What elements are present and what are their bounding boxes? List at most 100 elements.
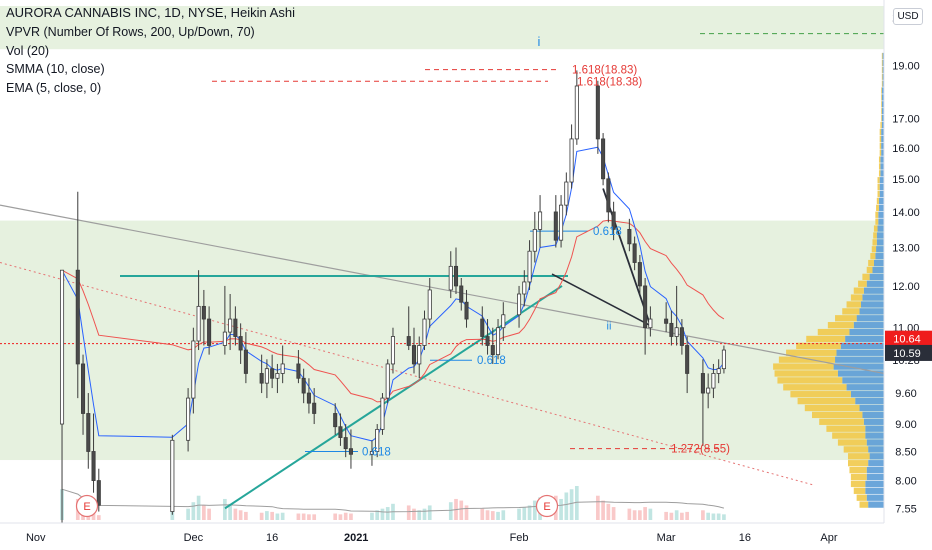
volume-legend-item[interactable]: Vol (20) — [6, 43, 50, 58]
vpvr-up-bar — [846, 384, 884, 391]
time-axis-bg — [0, 523, 932, 550]
volume-bar — [459, 500, 464, 520]
volume-bar — [265, 511, 269, 520]
candle-up-body — [196, 305, 201, 342]
candle — [96, 468, 101, 512]
candle — [406, 306, 411, 351]
candle — [91, 413, 96, 493]
ema-legend-item[interactable]: EMA (5, close, 0) — [6, 81, 102, 96]
candle — [490, 327, 495, 364]
vpvr-down-bar — [856, 494, 867, 501]
candle — [233, 306, 238, 346]
candle-down-body — [75, 269, 80, 365]
candle — [170, 434, 175, 515]
candle-down-body — [243, 349, 248, 374]
volume-layer — [60, 486, 726, 520]
candle-up-body — [532, 228, 537, 252]
vpvr-up-bar — [837, 370, 884, 377]
vpvr-up-bar — [878, 204, 884, 212]
vpvr-up-bar — [876, 232, 884, 239]
vpvr-up-bar — [881, 128, 884, 136]
zone-band-0 — [0, 220, 884, 461]
vpvr-down-bar — [880, 121, 882, 129]
candle-up-body — [390, 336, 396, 365]
vpvr-legend-item[interactable]: VPVR (Number Of Rows, 200, Up/Down, 70) — [6, 24, 255, 39]
candle — [228, 294, 233, 351]
candle — [385, 359, 390, 404]
candle — [238, 323, 243, 364]
vpvr-up-bar — [881, 121, 884, 129]
vpvr-up-bar — [866, 473, 884, 481]
vpvr-down-bar — [850, 480, 866, 488]
volume-bar — [701, 510, 705, 520]
volume-bar — [722, 514, 726, 520]
vpvr-up-bar — [878, 211, 884, 218]
vpvr-up-bar — [850, 391, 884, 398]
volume-bar — [191, 502, 196, 520]
volume-bar — [417, 510, 422, 520]
vpvr-up-bar — [882, 73, 884, 80]
candle — [259, 354, 264, 394]
vpvr-down-bar — [796, 342, 841, 350]
vpvr-up-bar — [880, 170, 884, 177]
vpvr-down-bar — [777, 377, 843, 384]
candle — [453, 247, 459, 295]
candle — [643, 278, 648, 355]
earnings-label: E — [543, 501, 550, 513]
volume-bar — [333, 513, 338, 520]
candle-up-body — [721, 349, 726, 370]
vpvr-up-bar — [876, 239, 884, 246]
candles-layer[interactable] — [59, 70, 726, 532]
vpvr-up-bar — [878, 197, 884, 205]
candle-down-body — [485, 336, 490, 346]
candle-up-body — [280, 363, 285, 374]
zones-layer — [0, 6, 884, 461]
candle — [264, 359, 269, 399]
candle — [485, 319, 490, 355]
vpvr-down-bar — [843, 446, 869, 453]
candle-down-body — [611, 211, 616, 230]
vpvr-down-bar — [849, 466, 867, 474]
earnings-marker: E — [75, 494, 99, 518]
vpvr-down-bar — [850, 473, 867, 481]
candle-down-body — [490, 345, 495, 356]
vpvr-up-bar — [868, 501, 884, 508]
volume-bar — [301, 513, 306, 520]
volume-bar — [427, 505, 432, 520]
candle-down-body — [91, 451, 96, 481]
vpvr-up-bar — [833, 363, 884, 370]
candle-up-body — [264, 368, 269, 384]
vpvr-down-bar — [871, 246, 877, 253]
vpvr-up-bar — [882, 52, 884, 60]
currency-badge[interactable]: USD — [893, 8, 923, 25]
candle-down-body — [348, 448, 353, 455]
volume-bar — [270, 511, 274, 520]
candle — [243, 332, 248, 384]
candle — [81, 354, 86, 435]
candle — [664, 302, 669, 333]
volume-bar — [170, 511, 175, 520]
vpvr-up-bar — [877, 225, 884, 232]
candle-down-body — [627, 228, 632, 245]
vpvr-down-bar — [876, 204, 879, 212]
vpvr-up-bar — [881, 101, 884, 108]
vpvr-up-bar — [881, 94, 884, 101]
vpvr-up-bar — [879, 183, 884, 191]
time-tick-label: 2021 — [344, 532, 368, 544]
smma-legend-item[interactable]: SMMA (10, close) — [6, 62, 105, 77]
price-tag: 10.64 — [885, 330, 932, 347]
candle-down-body — [406, 336, 411, 346]
candle-up-body — [385, 363, 390, 399]
volume-bar — [275, 513, 280, 520]
candle-up-body — [716, 368, 721, 374]
vpvr-up-bar — [845, 335, 884, 343]
candle-up-body — [422, 318, 427, 346]
candle — [301, 368, 306, 404]
candle-up-body — [369, 451, 374, 455]
candle-down-body — [207, 318, 212, 346]
symbol-title[interactable]: AURORA CANNABIS INC, 1D, NYSE, Heikin As… — [6, 5, 295, 20]
volume-bar — [611, 507, 616, 520]
volume-bar — [711, 513, 716, 520]
